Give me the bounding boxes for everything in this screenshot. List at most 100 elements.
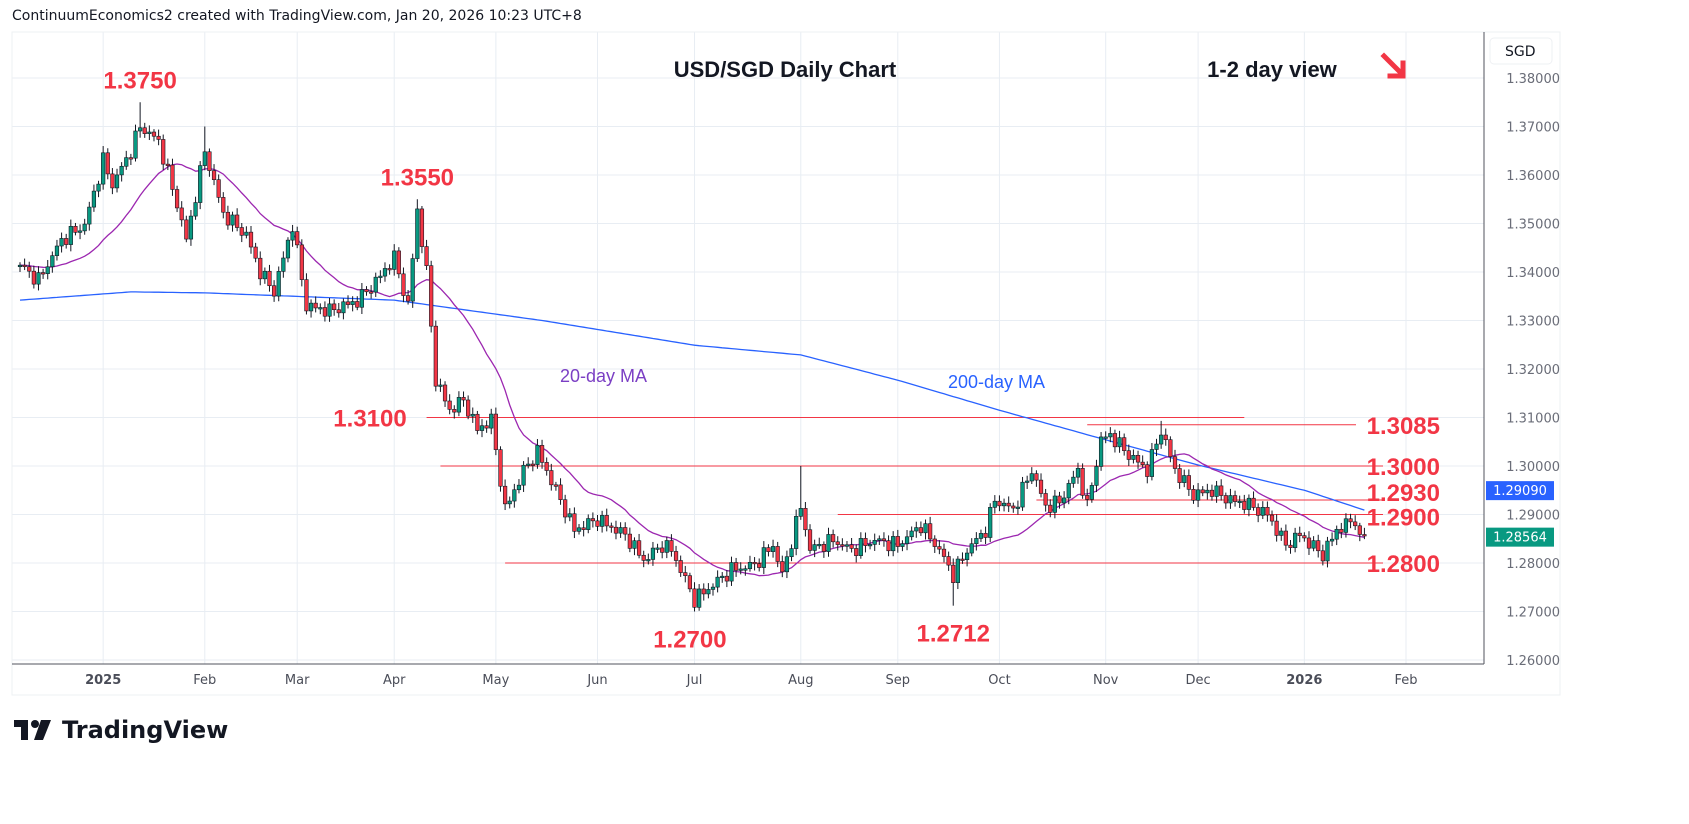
y-tick-label: 1.34000 <box>1506 266 1560 281</box>
candle-body <box>119 165 124 176</box>
candle-body <box>1265 506 1270 516</box>
candle-body <box>276 271 281 297</box>
candle-body <box>701 588 706 595</box>
candle-body <box>715 576 720 588</box>
candle-body <box>299 244 304 280</box>
candle-body <box>1112 433 1118 448</box>
x-tick-label: Oct <box>988 673 1010 688</box>
candle-body <box>345 301 351 305</box>
candle-body <box>1209 489 1215 497</box>
candle-body <box>1071 476 1076 484</box>
annotations: 1.3750 1.3550 1.3100 1.2700 1.2712 <box>103 67 990 653</box>
candle-body <box>105 152 110 175</box>
candle-body <box>914 527 919 532</box>
candle-body <box>378 275 383 278</box>
candle-body <box>964 552 970 560</box>
candle-body <box>1052 495 1057 513</box>
ma200-label: 200-day MA <box>948 372 1045 392</box>
candle-body <box>706 589 711 595</box>
candle-body <box>669 540 674 552</box>
candle-body <box>147 131 152 134</box>
candle-body <box>1339 528 1344 533</box>
candle-body <box>1214 485 1219 497</box>
candle-body <box>424 246 429 266</box>
candle-body <box>1320 550 1325 562</box>
candle-body <box>831 534 836 543</box>
ma20-layer <box>19 163 1365 577</box>
currency-box[interactable] <box>1489 37 1553 65</box>
candle-body <box>1306 537 1312 549</box>
candle-body <box>322 307 328 317</box>
y-tick-label: 1.35000 <box>1506 218 1560 233</box>
candle-body <box>821 544 826 552</box>
candle-body <box>77 230 83 233</box>
x-tick-label: 2025 <box>85 673 121 688</box>
candle-body <box>1015 506 1021 509</box>
candle-body <box>1062 497 1067 504</box>
candle-body <box>775 546 780 562</box>
candle-body <box>1131 455 1136 460</box>
candle-body <box>73 225 78 233</box>
candle-body <box>295 231 300 246</box>
candle-body <box>244 231 249 236</box>
candle-body <box>96 183 101 192</box>
candle-body <box>87 206 92 225</box>
candle-body <box>382 268 388 277</box>
candle-body <box>567 513 572 518</box>
candle-body <box>271 285 277 297</box>
candle-body <box>553 484 559 487</box>
candle-body <box>886 540 891 552</box>
candle-body <box>974 538 979 545</box>
candle-body <box>1066 483 1071 499</box>
level-label: 1.2800 <box>1367 551 1440 578</box>
chart-header: ContinuumEconomics2 created with Trading… <box>12 8 582 24</box>
candle-body <box>1251 497 1256 508</box>
candle-body <box>22 264 27 268</box>
y-tick-label: 1.33000 <box>1506 315 1560 330</box>
candle-body <box>867 544 873 547</box>
candle-body <box>165 163 170 166</box>
candle-body <box>586 518 591 530</box>
candle-body <box>128 157 133 160</box>
candle-body <box>50 255 55 268</box>
candle-body <box>941 548 947 557</box>
candle-body <box>932 538 937 547</box>
candle-body <box>766 547 771 552</box>
candle-body <box>230 214 235 226</box>
price-annotation: 1.3100 <box>333 406 406 433</box>
x-tick-label: Jul <box>686 673 703 688</box>
ma20-line <box>19 163 1365 577</box>
candle-body <box>36 272 41 285</box>
candle-body <box>489 413 494 429</box>
axes: 1.38000 1.37000 1.36000 1.35000 1.34000 1.330… <box>12 32 1560 688</box>
candle-body <box>68 225 73 245</box>
candle-body <box>369 291 374 294</box>
candle-body <box>1135 455 1141 463</box>
candle-body <box>692 588 697 608</box>
candle-body <box>17 264 23 268</box>
candle-body <box>387 268 392 271</box>
tradingview-logo[interactable]: TradingView <box>14 716 228 744</box>
candle-body <box>188 215 194 240</box>
candle-body <box>512 489 517 502</box>
candle-body <box>539 445 545 463</box>
chart-title: USD/SGD Daily Chart <box>674 57 897 82</box>
y-tick-label: 1.37000 <box>1506 121 1560 136</box>
candle-body <box>650 547 656 560</box>
candle-body <box>1325 540 1330 562</box>
y-tick-label: 1.36000 <box>1506 169 1560 184</box>
candle-body <box>530 463 535 466</box>
candle-body <box>1246 497 1252 510</box>
candle-body <box>1048 504 1053 513</box>
candle-body <box>1219 485 1224 496</box>
candle-body <box>507 500 512 505</box>
candle-body <box>988 507 993 538</box>
x-tick-label: Apr <box>383 673 406 688</box>
candle-body <box>502 485 508 505</box>
candle-body <box>1029 473 1034 482</box>
candle-body <box>1196 489 1201 501</box>
candle-body <box>498 449 503 487</box>
candle-body <box>1288 544 1293 548</box>
candle-body <box>401 273 406 296</box>
